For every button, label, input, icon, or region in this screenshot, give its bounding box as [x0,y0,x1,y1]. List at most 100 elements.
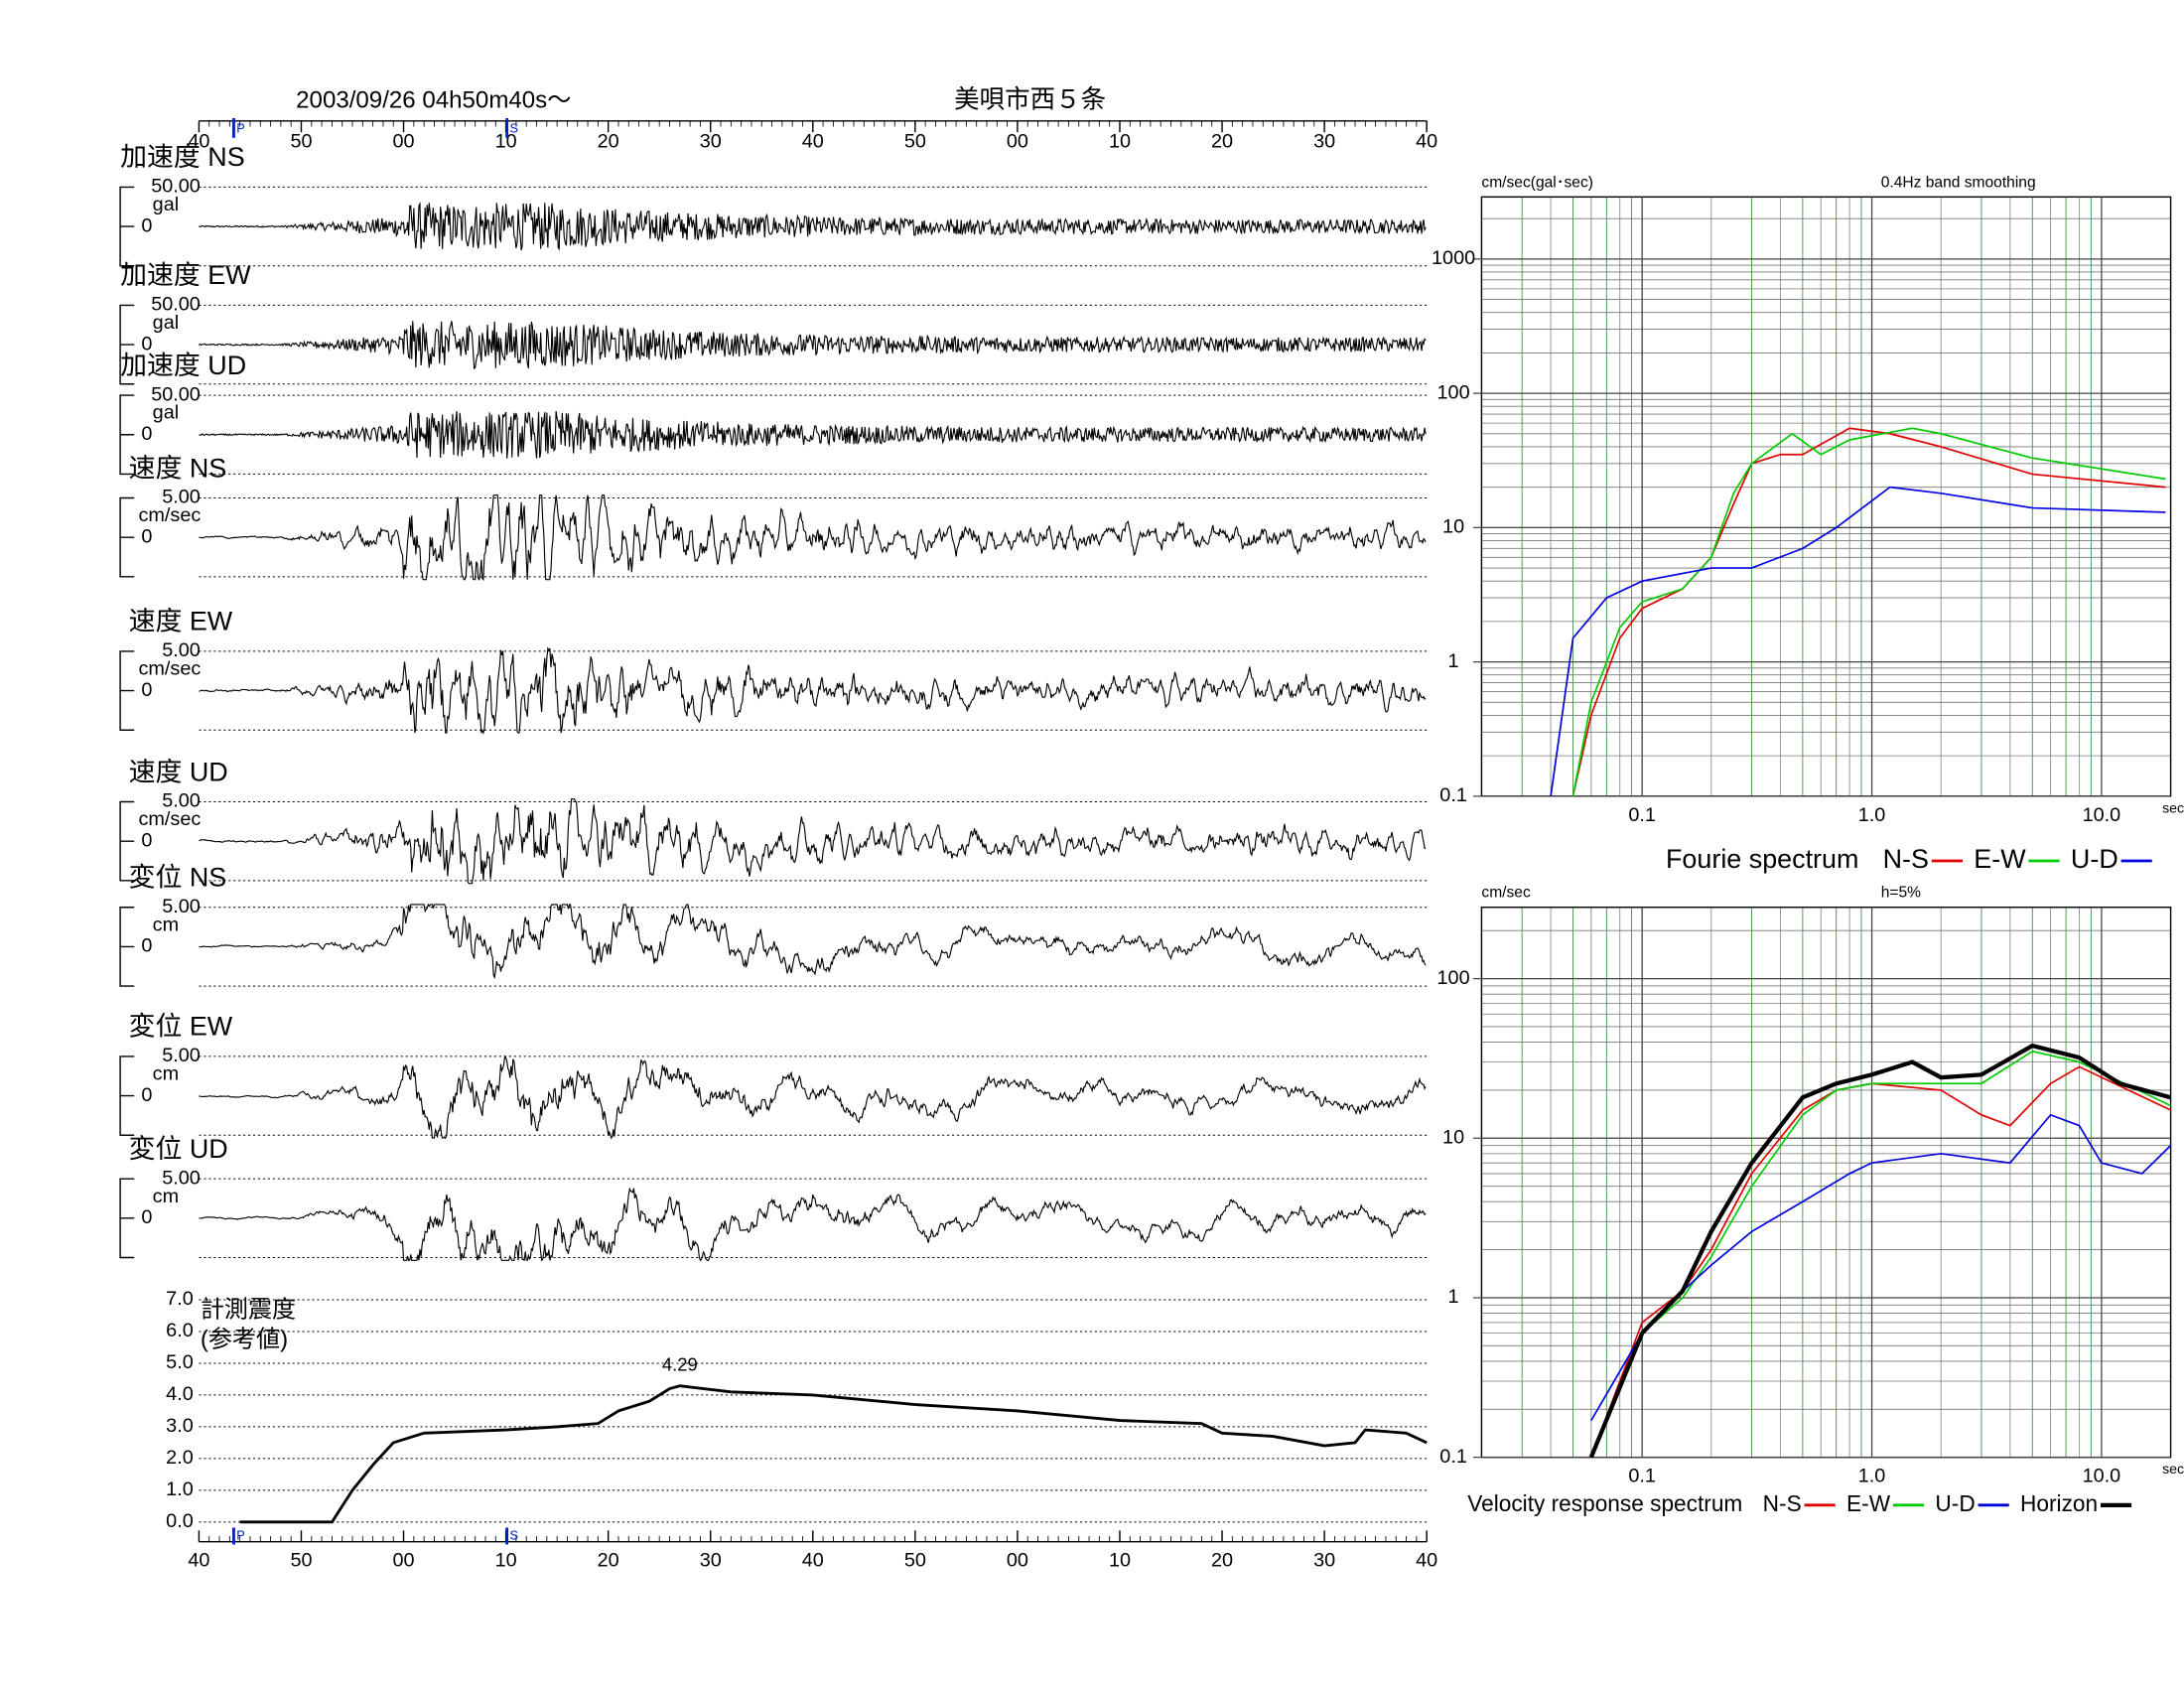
waveform-trace [199,1055,1427,1140]
panel-bracket [119,186,135,267]
waveform-trace [199,1187,1427,1262]
panel-bracket [119,1055,135,1136]
x-axis-label: sec [2162,1462,2184,1477]
zero-label: 0 [141,423,152,445]
x-tick-label: 30 [1313,1550,1335,1572]
zero-label: 0 [141,1084,152,1106]
y-tick-label: 0.0 [166,1510,194,1532]
legend-label: N-S [1883,844,1929,874]
panel-label: 変位 EW [129,1012,233,1042]
legend-label: Horizon [2020,1490,2098,1516]
chart-note: h=5% [1881,885,1921,902]
x-tick-label: 10 [1109,1550,1131,1572]
x-tick-label: 50 [290,130,312,152]
waveform-trace [199,798,1427,885]
x-tick-label: 0.1 [1628,804,1656,826]
x-tick-label: 40 [1416,130,1437,152]
unit-label: gal [153,402,179,424]
phase-label: P [236,1527,245,1542]
y-tick-label: 1 [1448,1286,1459,1308]
scale-label: 5.00 [162,896,201,917]
y-tick-label: 1.0 [166,1478,194,1500]
scale-label: 5.00 [162,1045,201,1066]
spectrum-line [1590,1113,2172,1422]
x-tick-label: 00 [1007,1550,1028,1572]
x-tick-label: 50 [904,130,926,152]
x-tick-label: 10 [495,1550,517,1572]
x-tick-label: 10 [495,130,517,152]
x-tick-label: 00 [393,1550,415,1572]
spectrum-line [1550,486,2166,796]
unit-label: cm/sec [139,658,202,680]
chart-note: 0.4Hz band smoothing [1881,174,2036,191]
x-tick-label: 10 [1109,130,1131,152]
waveform-trace [199,494,1427,582]
unit-label: cm [153,1186,179,1207]
waveform-trace [199,411,1427,459]
panel-bracket [119,907,135,987]
panel-bracket [119,304,135,385]
zero-label: 0 [141,1206,152,1228]
x-tick-label: 20 [1211,1550,1233,1572]
y-tick-label: 3.0 [166,1415,194,1437]
record-date: 2003/09/26 04h50m40s〜 [296,86,571,113]
unit-label: cm/sec [139,808,202,830]
y-tick-label: 4.0 [166,1383,194,1405]
waveform-trace [199,903,1427,980]
x-tick-label: 30 [700,1550,722,1572]
panel-label: 速度 EW [129,607,233,636]
x-tick-label: 00 [393,130,415,152]
x-tick-label: 20 [598,130,619,152]
legend-label: U-D [2071,844,2118,874]
phase-label: S [509,121,518,136]
unit-label: gal [153,194,179,215]
waveform-trace [199,646,1427,735]
station-name: 美唄市西５条 [954,86,1106,114]
y-tick-label: 1 [1448,650,1459,672]
y-tick-label: 0.1 [1439,784,1467,806]
panel-label: 変位 NS [129,863,227,893]
y-tick-label: 100 [1437,967,1470,989]
zero-label: 0 [141,214,152,236]
phase-label: S [509,1527,518,1542]
x-tick-label: 50 [904,1550,926,1572]
intensity-title: 計測震度 [201,1297,296,1324]
scale-label: 5.00 [162,487,201,508]
panel-bracket [119,800,135,882]
x-tick-label: 00 [1007,130,1028,152]
legend-title: Fourie spectrum [1666,844,1858,874]
x-tick-label: 30 [700,130,722,152]
x-tick-label: 40 [1416,1550,1437,1572]
x-tick-label: 40 [188,1550,209,1572]
scale-label: 5.00 [162,790,201,812]
x-tick-label: 50 [290,1550,312,1572]
panel-label: 速度 UD [129,757,228,786]
unit-label: cm [153,914,179,935]
unit-label: cm/sec [139,504,202,526]
legend-label: U-D [1935,1490,1975,1516]
y-tick-label: 10 [1442,516,1464,538]
x-tick-label: 40 [802,1550,824,1572]
zero-label: 0 [141,525,152,547]
y-axis-label: cm/sec [1481,885,1531,902]
spectrum-line [1571,427,2166,796]
y-tick-label: 1000 [1432,247,1475,269]
panel-bracket [119,650,135,731]
intensity-line [239,1384,1428,1524]
x-tick-label: 10.0 [2083,804,2121,826]
panel-label: 加速度 NS [120,142,245,172]
panel-label: 加速度 EW [120,260,251,290]
scale-label: 5.00 [162,639,201,661]
panel-bracket [119,394,135,476]
y-tick-label: 10 [1442,1127,1464,1149]
x-tick-label: 1.0 [1858,804,1886,826]
zero-label: 0 [141,333,152,354]
y-axis-label: cm/sec(gal･sec) [1481,174,1593,191]
legend-label: E-W [1846,1490,1891,1516]
x-tick-label: 30 [1313,130,1335,152]
x-tick-label: 20 [598,1550,619,1572]
zero-label: 0 [141,829,152,851]
waveform-trace [198,321,1427,370]
unit-label: gal [153,312,179,334]
